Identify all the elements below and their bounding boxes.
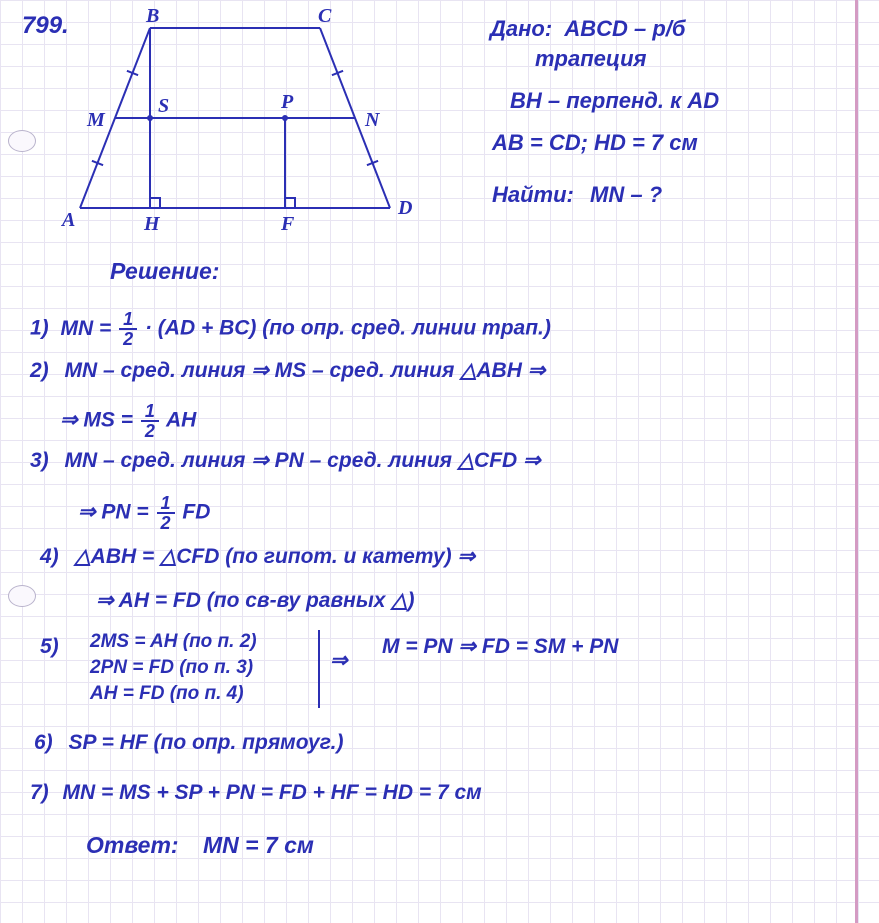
given-line-2: BH – перпенд. к AD [510, 90, 719, 112]
step-3c-after: FD [182, 501, 210, 524]
step-2-num: 2) [30, 359, 49, 382]
step-3-num: 3) [30, 449, 49, 472]
answer-label: Ответ: [86, 832, 179, 858]
svg-text:C: C [318, 8, 332, 27]
step-2c-before: ⇒ MS = [60, 409, 139, 432]
svg-text:N: N [364, 109, 381, 131]
step-7: 7) MN = MS + SP + PN = FD + HF = HD = 7 … [30, 782, 482, 803]
step-1-frac: 12 [119, 310, 137, 348]
svg-text:H: H [143, 213, 161, 235]
step-3c-frac: 12 [157, 494, 175, 532]
step-5-right: M = PN ⇒ FD = SM + PN [382, 636, 618, 657]
answer: Ответ: MN = 7 см [86, 834, 314, 857]
step-7-num: 7) [30, 781, 49, 804]
given-line-0: ABCD – р/б [564, 16, 685, 41]
step-1-num: 1) [30, 317, 49, 340]
step-2c-frac: 12 [141, 402, 159, 440]
punch-hole-top [8, 130, 36, 152]
step-1-after: · (AD + BC) (по опр. сред. линии трап.) [145, 317, 551, 340]
step-2c-after: AH [166, 409, 196, 432]
step-7-text: MN = MS + SP + PN = FD + HF = HD = 7 см [63, 781, 482, 804]
step-2-text: MN – сред. линия ⇒ MS – сред. линия △ABH… [65, 359, 546, 382]
step-3-text: MN – сред. линия ⇒ PN – сред. линия △CFD… [65, 449, 541, 472]
step-5-brace [318, 630, 320, 708]
step-5-num: 5) [40, 636, 59, 657]
svg-text:F: F [280, 213, 295, 235]
step-3: 3) MN – сред. линия ⇒ PN – сред. линия △… [30, 450, 541, 471]
step-3c-before: ⇒ PN = [78, 501, 155, 524]
step-4: 4) △ABH = △CFD (по гипот. и катету) ⇒ [40, 546, 475, 567]
step-4c-text: ⇒ AH = FD (по св-ву равных △) [96, 589, 414, 612]
step-4-text: △ABH = △CFD (по гипот. и катету) ⇒ [75, 545, 476, 568]
step-1: 1) MN = 12 · (AD + BC) (по опр. сред. ли… [30, 310, 551, 348]
right-margin-line [855, 0, 858, 923]
punch-hole-bottom [8, 585, 36, 607]
step-6-text: SP = HF (по опр. прямоуг.) [69, 731, 344, 754]
answer-value: MN = 7 см [203, 832, 314, 858]
step-2-cont: ⇒ MS = 12 AH [60, 402, 196, 440]
step-5-arrow: ⇒ [330, 650, 348, 671]
svg-text:M: M [86, 109, 106, 131]
svg-text:S: S [158, 95, 169, 117]
given-line-3: AB = CD; HD = 7 см [492, 132, 698, 154]
step-1-before: MN = [61, 317, 118, 340]
step-4-cont: ⇒ AH = FD (по св-ву равных △) [96, 590, 414, 611]
trapezoid-diagram: A B C D M N S P H F [60, 8, 440, 248]
svg-text:P: P [280, 91, 294, 113]
svg-text:D: D [397, 197, 412, 219]
given-title: Дано: [490, 16, 552, 41]
step-3-cont: ⇒ PN = 12 FD [78, 494, 210, 532]
step-6: 6) SP = HF (по опр. прямоуг.) [34, 732, 343, 753]
find-value: MN – ? [590, 182, 662, 207]
find-label: Найти: [492, 182, 574, 207]
step-6-num: 6) [34, 731, 53, 754]
svg-text:B: B [145, 8, 159, 27]
svg-text:A: A [60, 209, 75, 231]
step-5-left-1: 2PN = FD (по п. 3) [90, 658, 253, 677]
step-2: 2) MN – сред. линия ⇒ MS – сред. линия △… [30, 360, 545, 381]
solution-title: Решение: [110, 260, 219, 283]
step-4-num: 4) [40, 545, 59, 568]
given-line-1: трапеция [535, 48, 647, 70]
step-5-left-0: 2MS = AH (по п. 2) [90, 632, 257, 651]
step-5-left-2: AH = FD (по п. 4) [90, 684, 244, 703]
